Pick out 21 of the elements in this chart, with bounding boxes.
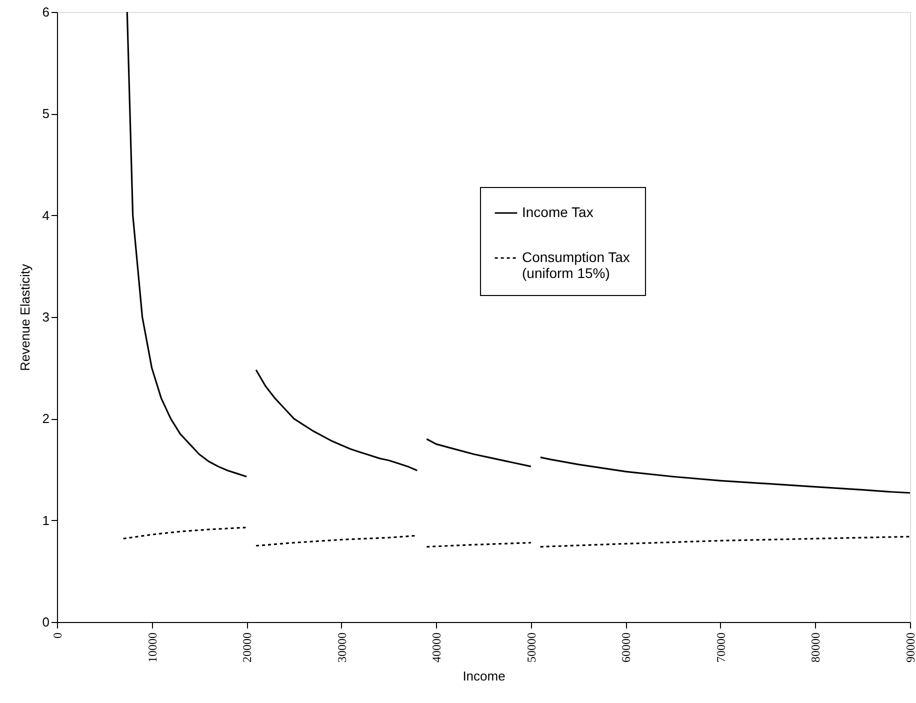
y-tick-label: 3	[42, 310, 50, 324]
x-tick-label: 50000	[524, 632, 538, 662]
y-tick-label: 4	[42, 208, 50, 223]
x-tick-label: 60000	[619, 632, 634, 662]
legend-label: Income Tax	[522, 204, 594, 220]
x-tick-label: 40000	[430, 632, 444, 662]
y-axis-title: Revenue Elasticity	[17, 264, 32, 371]
x-tick-label: 90000	[904, 632, 916, 662]
y-tick-label: 2	[42, 411, 50, 426]
x-tick-label: 10000	[145, 632, 160, 662]
x-tick-label: 0	[50, 632, 64, 638]
x-tick-label: 30000	[334, 632, 349, 662]
x-tick-label: 80000	[808, 632, 823, 662]
x-tick-label: 70000	[714, 632, 728, 662]
y-tick-label: 0	[42, 614, 50, 630]
legend-label: Consumption Tax (uniform 15%)	[522, 249, 630, 281]
y-tick-label: 5	[42, 106, 50, 122]
x-tick-label: 20000	[240, 632, 254, 662]
x-axis-title: Income	[462, 668, 506, 684]
y-tick-label: 1	[42, 512, 50, 528]
y-tick-label: 6	[42, 4, 50, 20]
